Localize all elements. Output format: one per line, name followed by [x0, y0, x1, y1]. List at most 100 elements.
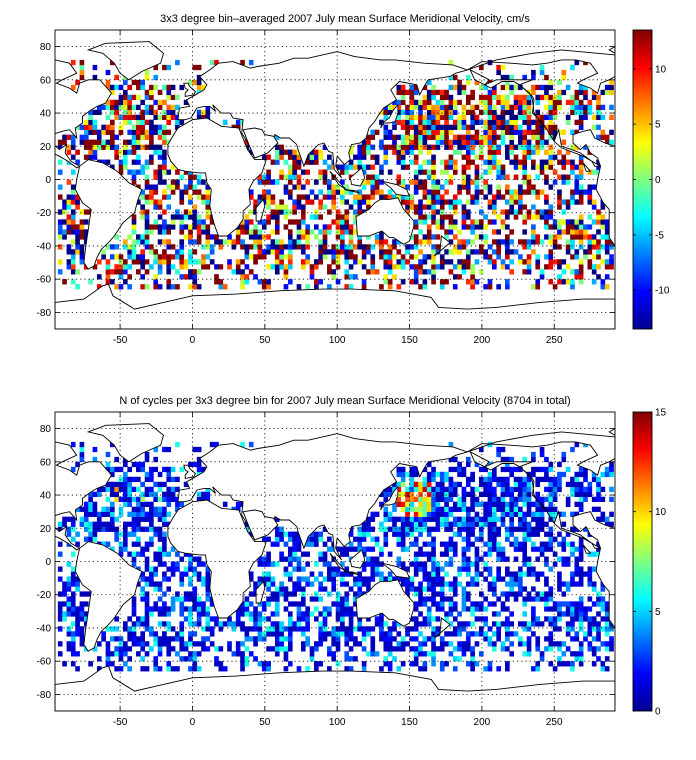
bin-cell	[123, 496, 128, 502]
bin-cell	[279, 556, 284, 562]
bin-cell	[565, 224, 571, 230]
bin-cell	[609, 626, 614, 632]
bin-cell	[253, 656, 258, 662]
bin-cell	[557, 224, 562, 230]
bin-cell	[531, 204, 536, 210]
bin-cell	[591, 646, 597, 652]
bin-cell	[548, 154, 554, 160]
bin-cell	[570, 109, 575, 116]
bin-cell	[387, 259, 393, 265]
bin-cell	[587, 99, 593, 106]
bin-cell	[531, 516, 536, 522]
bin-cell	[448, 229, 454, 235]
bin-cell	[426, 611, 432, 617]
bin-cell	[439, 566, 445, 572]
bin-cell	[591, 89, 597, 96]
bin-cell	[600, 511, 606, 517]
bin-cell	[565, 561, 571, 567]
bin-cell	[431, 631, 436, 637]
bin-cell	[75, 461, 80, 468]
bin-cell	[500, 139, 506, 145]
bin-cell	[570, 511, 575, 517]
bin-cell	[570, 189, 575, 195]
bin-cell	[157, 239, 163, 245]
bin-cell	[266, 661, 271, 667]
bin-cell	[409, 99, 415, 106]
bin-cell	[457, 481, 462, 488]
bin-cell	[522, 179, 528, 185]
bin-cell	[435, 109, 441, 116]
bin-cell	[353, 581, 358, 587]
bin-cell	[279, 641, 284, 647]
bin-cell	[435, 189, 441, 195]
bin-cell	[157, 134, 163, 140]
bin-cell	[561, 159, 567, 165]
bin-cell	[157, 284, 163, 290]
bin-cell	[596, 104, 601, 111]
bin-cell	[544, 209, 549, 215]
bin-cell	[175, 496, 180, 502]
bin-cell	[496, 666, 501, 672]
bin-cell	[578, 616, 584, 622]
bin-cell	[478, 84, 484, 91]
bin-cell	[483, 666, 488, 672]
bin-cell	[309, 159, 315, 165]
bin-cell	[426, 109, 432, 116]
bin-cell	[266, 244, 271, 250]
bin-cell	[118, 114, 124, 120]
bin-cell	[70, 84, 76, 91]
bin-cell	[418, 184, 423, 190]
bin-cell	[457, 119, 462, 125]
bin-cell	[505, 646, 510, 652]
bin-cell	[565, 199, 571, 205]
bin-cell	[70, 169, 76, 175]
bin-cell	[205, 204, 211, 210]
bin-cell	[552, 179, 558, 185]
bin-cell	[518, 476, 523, 483]
bin-cell	[452, 139, 458, 145]
bin-cell	[149, 139, 154, 145]
bin-cell	[261, 571, 267, 577]
bin-cell	[518, 184, 523, 190]
bin-cell	[570, 219, 575, 225]
bin-cell	[457, 99, 462, 106]
bin-cell	[604, 229, 610, 235]
bin-cell	[88, 149, 93, 155]
bin-cell	[366, 556, 371, 562]
bin-cell	[492, 239, 497, 245]
bin-cell	[274, 596, 280, 602]
bin-cell	[88, 129, 93, 135]
coastline	[329, 552, 347, 572]
bin-cell	[144, 451, 150, 458]
bin-cell	[157, 496, 163, 502]
bin-cell	[591, 204, 597, 210]
bin-cell	[470, 611, 475, 617]
bin-cell	[422, 144, 428, 150]
bin-cell	[600, 661, 606, 667]
bin-cell	[518, 586, 523, 592]
bin-cell	[144, 456, 150, 463]
bin-cell	[574, 491, 580, 498]
bin-cell	[587, 199, 593, 205]
bin-cell	[188, 641, 193, 647]
bin-cell	[557, 661, 562, 667]
bin-cell	[535, 254, 541, 260]
bin-cell	[409, 144, 415, 150]
bin-cell	[331, 636, 337, 642]
bin-cell	[201, 219, 206, 225]
bin-cell	[157, 471, 163, 478]
bin-cell	[448, 466, 454, 473]
bin-cell	[522, 511, 528, 517]
bin-cell	[505, 279, 510, 285]
bin-cell	[392, 656, 397, 662]
bin-cell	[565, 204, 571, 210]
bin-cell	[357, 581, 363, 587]
bin-cell	[461, 239, 467, 245]
bin-cell	[422, 189, 428, 195]
bin-cell	[409, 561, 415, 567]
bin-cell	[505, 626, 510, 632]
bin-cell	[452, 606, 458, 612]
bin-cell	[162, 134, 167, 140]
bin-cell	[136, 636, 141, 642]
bin-cell	[136, 496, 141, 502]
